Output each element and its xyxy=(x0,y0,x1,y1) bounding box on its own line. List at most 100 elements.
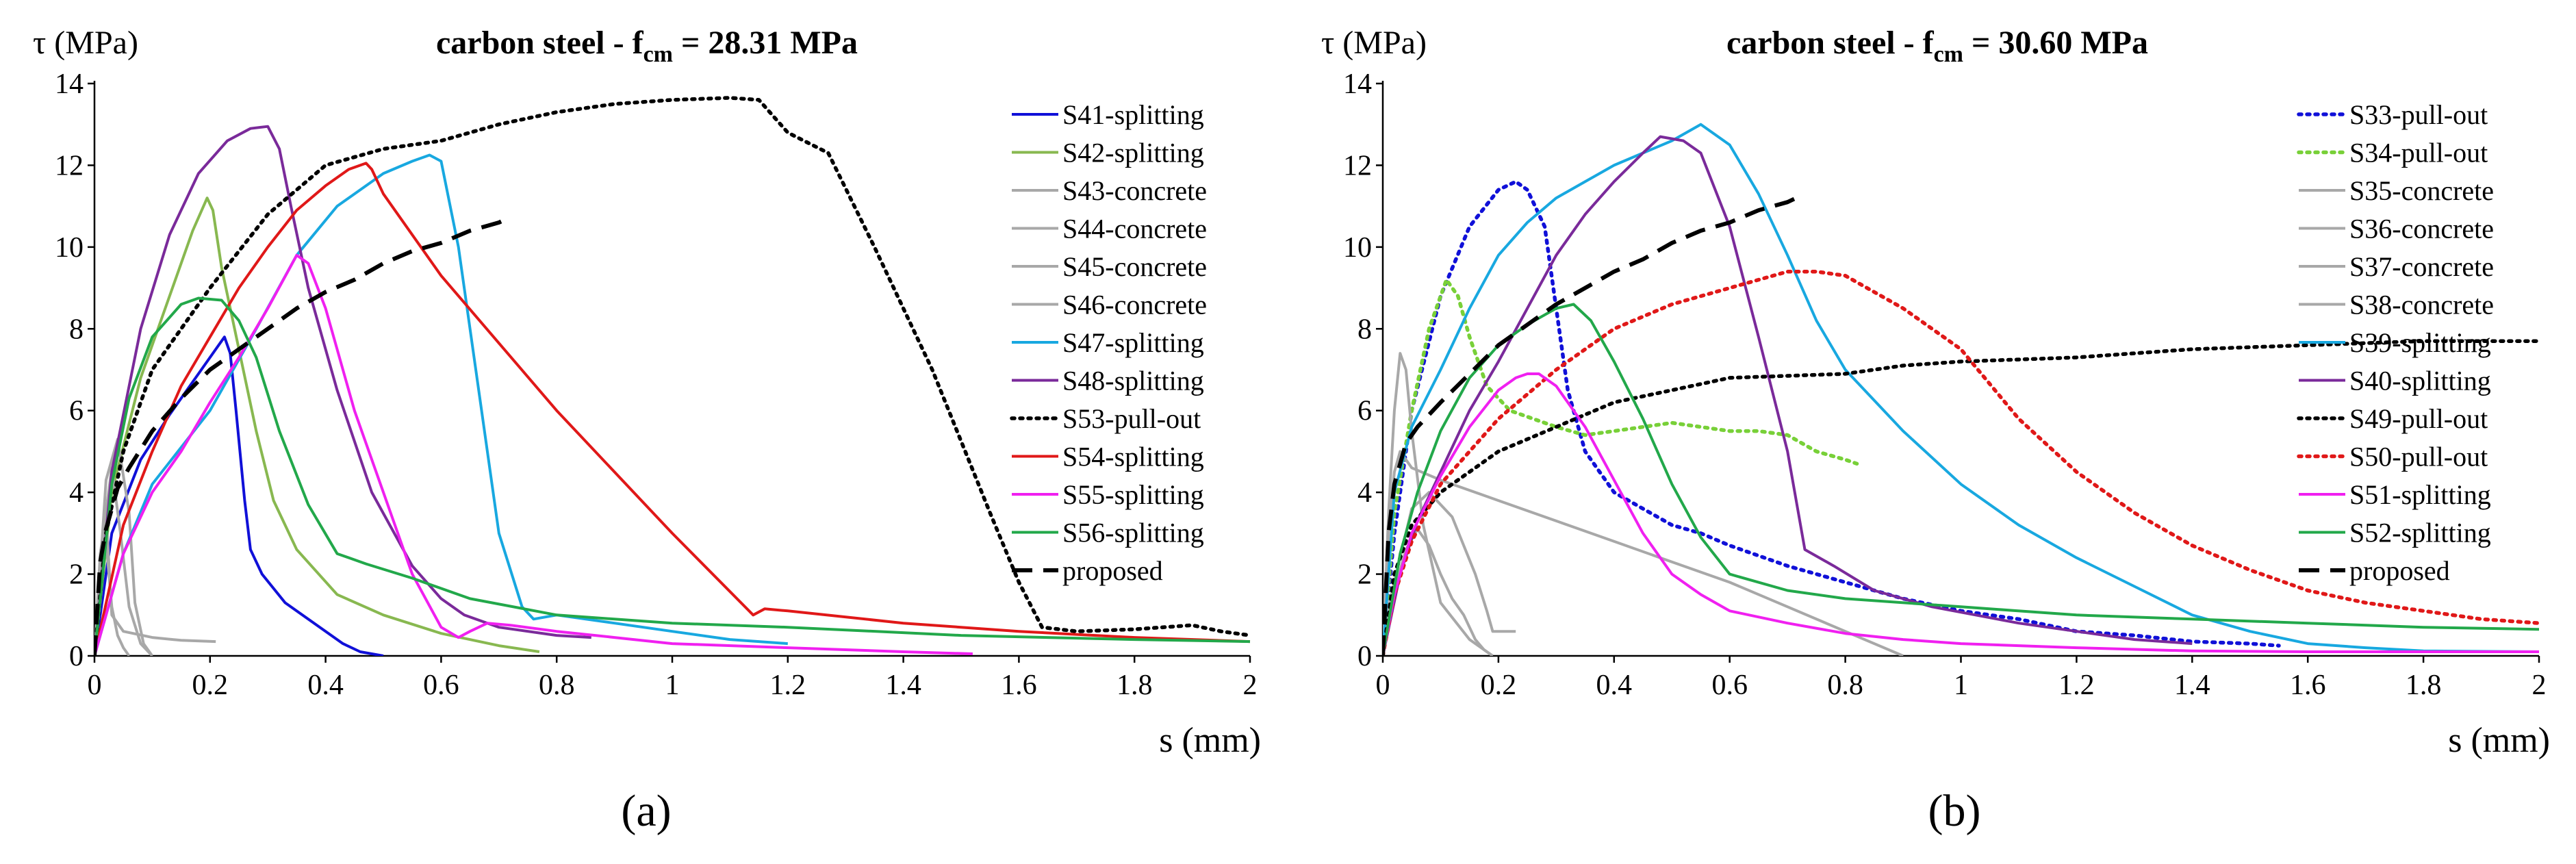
y-tick-label: 12 xyxy=(55,150,84,181)
legend-label: S47-splitting xyxy=(1062,327,1204,358)
x-tick-label: 1.2 xyxy=(2058,670,2095,701)
legend-label: S37-concrete xyxy=(2349,251,2494,282)
plot-area xyxy=(1383,123,2540,656)
legend-label: S52-splitting xyxy=(2349,518,2491,548)
series-line-s53-pull-out xyxy=(94,96,1251,656)
legend-label: S44-concrete xyxy=(1062,214,1207,244)
y-tick-label: 10 xyxy=(55,232,84,264)
series-line-s48-splitting xyxy=(94,125,591,656)
plot-area xyxy=(94,96,1251,656)
series-line-s50-pull-out xyxy=(1383,269,2540,656)
series-line-s56-splitting xyxy=(94,296,1251,656)
chart-title-subscript: cm xyxy=(1934,42,1963,67)
x-tick-label: 0 xyxy=(1376,670,1390,701)
legend-label: proposed xyxy=(2349,555,2450,586)
legend-label: S54-splitting xyxy=(1062,442,1204,472)
y-tick-label: 8 xyxy=(1357,314,1372,345)
x-tick-label: 0.8 xyxy=(1827,670,1863,701)
x-tick-label: 1.4 xyxy=(885,670,921,701)
x-tick-label: 1.4 xyxy=(2174,670,2210,701)
y-axis-label: τ (MPa) xyxy=(33,25,138,61)
legend-label: S33-pull-out xyxy=(2349,99,2488,130)
series-line-s35-concrete xyxy=(1383,352,1494,656)
chart-title-subscript: cm xyxy=(643,42,673,67)
legend-label: S45-concrete xyxy=(1062,251,1207,282)
chart-title-main: carbon steel - f xyxy=(1726,25,1935,61)
series-line-s38-concrete xyxy=(1383,450,1904,656)
series-line-s49-pull-out xyxy=(1383,339,2540,656)
y-tick-label: 0 xyxy=(69,641,84,672)
x-tick-label: 0.6 xyxy=(423,670,459,701)
legend-label: S49-pull-out xyxy=(2349,403,2488,434)
chart-title-value: = 28.31 MPa xyxy=(673,25,858,61)
series-line-s33-pull-out xyxy=(1383,179,2281,656)
series-line-s55-splitting xyxy=(94,253,973,656)
chart-title-main: carbon steel - f xyxy=(436,25,644,61)
legend: S33-pull-out S34-pull-out S35-concrete S36-… xyxy=(2297,99,2494,586)
x-axis-label: s (mm) xyxy=(2448,721,2550,760)
series-line-s47-splitting xyxy=(94,153,788,656)
legend-label: S34-pull-out xyxy=(2349,138,2488,168)
series-line-s51-splitting xyxy=(1383,372,2539,656)
x-tick-label: 1 xyxy=(665,670,680,701)
x-tick-label: 1.8 xyxy=(1117,670,1153,701)
y-tick-label: 12 xyxy=(1343,150,1372,181)
chart-panel-b: 0 2 4 6 8 10 12 14 0 0.2 0.4 0.6 0.8 1 1.2 1.4 1.6 1.8 2 τ … xyxy=(1321,25,2550,836)
series-line-s34-pull-out xyxy=(1383,277,1859,656)
legend-label: S40-splitting xyxy=(2349,366,2491,396)
legend-label: S53-pull-out xyxy=(1062,403,1201,434)
x-tick-label: 0.4 xyxy=(1596,670,1633,701)
y-tick-label: 6 xyxy=(1357,396,1372,427)
x-tick-label: 0.2 xyxy=(1481,670,1517,701)
x-tick-label: 0 xyxy=(88,670,102,701)
y-axis-label: τ (MPa) xyxy=(1321,25,1427,61)
chart-title: carbon steel - fcm = 30.60 MPa xyxy=(1726,25,2148,67)
chart-title-value: = 30.60 MPa xyxy=(1963,25,2148,61)
x-tick-label: 1.8 xyxy=(2406,670,2442,701)
panel-label: (a) xyxy=(621,786,671,836)
series-line-proposed xyxy=(94,216,509,656)
chart-title: carbon steel - fcm = 28.31 MPa xyxy=(436,25,858,67)
y-tick-label: 2 xyxy=(69,559,84,591)
x-tick-label: 2 xyxy=(2532,670,2547,701)
x-tick-label: 1.6 xyxy=(2290,670,2326,701)
y-tick-label: 10 xyxy=(1343,232,1372,264)
legend-label: S51-splitting xyxy=(2349,479,2491,510)
panel-label: (b) xyxy=(1928,786,1981,836)
x-tick-label: 1.6 xyxy=(1001,670,1037,701)
legend-label: proposed xyxy=(1062,555,1163,586)
legend-label: S50-pull-out xyxy=(2349,442,2488,472)
x-tick-label: 0.8 xyxy=(539,670,575,701)
legend: S41-splitting S42-splitting S43-concrete S4… xyxy=(1010,99,1207,586)
series-line-proposed xyxy=(1383,196,1798,656)
chart-panel-a: 0 2 4 6 8 10 12 14 0 0.2 0.4 0.6 0.8 1 1.2 1.4 1.6 1.8 2 τ … xyxy=(33,25,1261,836)
y-tick-label: 14 xyxy=(1343,68,1372,100)
legend-label: S41-splitting xyxy=(1062,99,1204,130)
series-line-s41-splitting xyxy=(94,335,384,656)
legend-label: S39-splitting xyxy=(2349,327,2491,358)
x-tick-label: 2 xyxy=(1243,670,1258,701)
legend-label: S46-concrete xyxy=(1062,290,1207,320)
legend-label: S56-splitting xyxy=(1062,518,1204,548)
y-tick-label: 14 xyxy=(55,68,84,100)
x-tick-label: 0.2 xyxy=(192,670,229,701)
legend-label: S35-concrete xyxy=(2349,175,2494,206)
y-tick-label: 2 xyxy=(1357,559,1372,591)
y-tick-label: 8 xyxy=(69,314,84,345)
legend-label: S38-concrete xyxy=(2349,290,2494,320)
x-tick-label: 1.2 xyxy=(770,670,806,701)
x-tick-label: 0.6 xyxy=(1711,670,1748,701)
x-tick-label: 1 xyxy=(1954,670,1968,701)
series-line-s52-splitting xyxy=(1383,303,2540,656)
legend-label: S36-concrete xyxy=(2349,214,2494,244)
y-tick-label: 4 xyxy=(1357,477,1372,509)
legend-label: S48-splitting xyxy=(1062,366,1204,396)
series-line-s54-splitting xyxy=(94,162,1251,656)
y-tick-label: 4 xyxy=(69,477,84,509)
y-tick-label: 0 xyxy=(1357,641,1372,672)
legend-label: S55-splitting xyxy=(1062,479,1204,510)
x-tick-label: 0.4 xyxy=(307,670,344,701)
legend-label: S42-splitting xyxy=(1062,138,1204,168)
series-line-s40-splitting xyxy=(1383,135,2193,656)
